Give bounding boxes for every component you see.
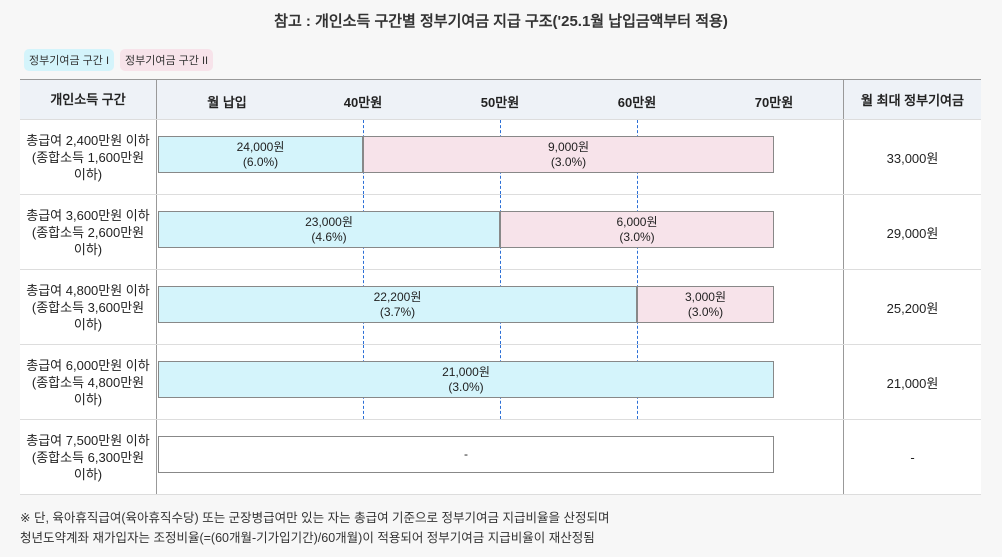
payment-bars: 22,200원 (3.7%) 3,000원 (3.0%) bbox=[157, 270, 844, 344]
max-contribution: 29,000원 bbox=[886, 225, 939, 241]
contribution-bar-tier1: 24,000원 (6.0%) bbox=[158, 136, 363, 173]
bar-rate: (3.0%) bbox=[619, 229, 655, 244]
contribution-bar-tier1: 23,000원 (4.6%) bbox=[158, 211, 500, 248]
bar-amount: 21,000원 bbox=[442, 364, 490, 379]
legend-tier1: 정부기여금 구간 I bbox=[24, 49, 115, 71]
tick-label: 50만원 bbox=[480, 95, 520, 110]
bar-amount: 3,000원 bbox=[684, 289, 727, 304]
income-line: 총급여 7,500만원 이하 bbox=[26, 432, 150, 448]
max-contribution: 21,000원 bbox=[886, 375, 939, 391]
income-line: 이하) bbox=[73, 316, 103, 332]
bar-rate: (3.0%) bbox=[550, 154, 587, 169]
page-title: 참고 : 개인소득 구간별 정부기여금 지급 구조('25.1월 납입금액부터 … bbox=[274, 13, 728, 30]
income-line: 이하) bbox=[73, 166, 103, 182]
income-bracket: 총급여 3,600만원 이하 (종합소득 2,600만원 이하) bbox=[20, 195, 157, 269]
income-line: (종합소득 3,600만원 bbox=[31, 299, 145, 315]
header-income: 개인소득 구간 bbox=[20, 80, 157, 119]
income-line: 이하) bbox=[73, 466, 103, 482]
bar-amount: 23,000원 bbox=[305, 214, 353, 229]
header-max: 월 최대 정부기여금 bbox=[861, 93, 964, 108]
bar-amount: 22,200원 bbox=[373, 289, 422, 304]
bar-amount: 24,000원 bbox=[236, 139, 285, 154]
income-line: 총급여 4,800만원 이하 bbox=[26, 282, 150, 298]
contribution-bar-tier1: 21,000원 (3.0%) bbox=[158, 361, 774, 398]
table-row: 총급여 2,400만원 이하 (종합소득 1,600만원 이하) 24,000원… bbox=[20, 120, 981, 195]
income-line: 총급여 2,400만원 이하 bbox=[26, 132, 150, 148]
bar-amount: - bbox=[464, 447, 468, 461]
table-row: 총급여 4,800만원 이하 (종합소득 3,600만원 이하) 22,200원… bbox=[20, 270, 981, 345]
header-payment: 월 납입 40만원 50만원 60만원 70만원 bbox=[157, 80, 844, 119]
table-row: 총급여 7,500만원 이하 (종합소득 6,300만원 이하) - - bbox=[20, 420, 981, 495]
payment-bars: 21,000원 (3.0%) bbox=[157, 345, 844, 419]
bar-amount: 6,000원 bbox=[616, 214, 658, 229]
payment-bars: 23,000원 (4.6%) 6,000원 (3.0%) bbox=[157, 195, 844, 269]
table-header: 개인소득 구간 월 납입 40만원 50만원 60만원 70만원 월 최대 정부기여금 bbox=[20, 80, 981, 120]
income-line: 총급여 6,000만원 이하 bbox=[26, 357, 150, 373]
tick-label: 60만원 bbox=[617, 95, 657, 110]
income-bracket: 총급여 7,500만원 이하 (종합소득 6,300만원 이하) bbox=[20, 420, 157, 494]
header-payment-label: 월 납입 bbox=[207, 95, 247, 110]
footnote-2: 청년도약계좌 재가입자는 조정비율(=(60개월-기가입기간)/60개월)이 적… bbox=[20, 531, 595, 545]
legend-tier2: 정부기여금 구간 II bbox=[120, 49, 214, 71]
bar-rate: (3.0%) bbox=[448, 379, 484, 394]
payment-bars: 24,000원 (6.0%) 9,000원 (3.0%) bbox=[157, 120, 844, 194]
tick-label: 40만원 bbox=[343, 95, 383, 110]
table-row: 총급여 6,000만원 이하 (종합소득 4,800만원 이하) 21,000원… bbox=[20, 345, 981, 420]
income-line: 이하) bbox=[73, 241, 103, 257]
income-line: (종합소득 4,800만원 bbox=[31, 374, 145, 390]
table-row: 총급여 3,600만원 이하 (종합소득 2,600만원 이하) 23,000원… bbox=[20, 195, 981, 270]
income-line: (종합소득 2,600만원 bbox=[31, 224, 145, 240]
max-contribution: - bbox=[910, 449, 915, 465]
bar-amount: 9,000원 bbox=[547, 139, 590, 154]
max-contribution: 25,200원 bbox=[886, 300, 939, 316]
income-line: (종합소득 1,600만원 bbox=[31, 149, 145, 165]
contribution-bar-tier2: 6,000원 (3.0%) bbox=[500, 211, 774, 248]
income-bracket: 총급여 4,800만원 이하 (종합소득 3,600만원 이하) bbox=[20, 270, 157, 344]
bar-rate: (3.0%) bbox=[687, 304, 724, 319]
bar-rate: (4.6%) bbox=[311, 229, 347, 244]
bar-rate: (3.7%) bbox=[379, 304, 416, 319]
bar-rate: (6.0%) bbox=[242, 154, 279, 169]
contribution-bar-tier2: 3,000원 (3.0%) bbox=[637, 286, 774, 323]
income-line: (종합소득 6,300만원 bbox=[31, 449, 145, 465]
contribution-bar-tier2: 9,000원 (3.0%) bbox=[363, 136, 774, 173]
payment-bars: - bbox=[157, 420, 844, 494]
contribution-table: 개인소득 구간 월 납입 40만원 50만원 60만원 70만원 월 최대 정부기여금… bbox=[20, 79, 981, 495]
tick-label: 70만원 bbox=[754, 95, 794, 110]
income-line: 총급여 3,600만원 이하 bbox=[26, 207, 150, 223]
income-bracket: 총급여 2,400만원 이하 (종합소득 1,600만원 이하) bbox=[20, 120, 157, 194]
footnote-1: ※ 단, 육아휴직급여(육아휴직수당) 또는 군장병급여만 있는 자는 총급여 … bbox=[20, 511, 610, 525]
legend: 정부기여금 구간 I 정부기여금 구간 II bbox=[24, 49, 214, 71]
contribution-bar-tier0: - bbox=[158, 436, 774, 473]
income-line: 이하) bbox=[73, 391, 103, 407]
income-bracket: 총급여 6,000만원 이하 (종합소득 4,800만원 이하) bbox=[20, 345, 157, 419]
max-contribution: 33,000원 bbox=[886, 150, 939, 166]
contribution-bar-tier1: 22,200원 (3.7%) bbox=[158, 286, 637, 323]
